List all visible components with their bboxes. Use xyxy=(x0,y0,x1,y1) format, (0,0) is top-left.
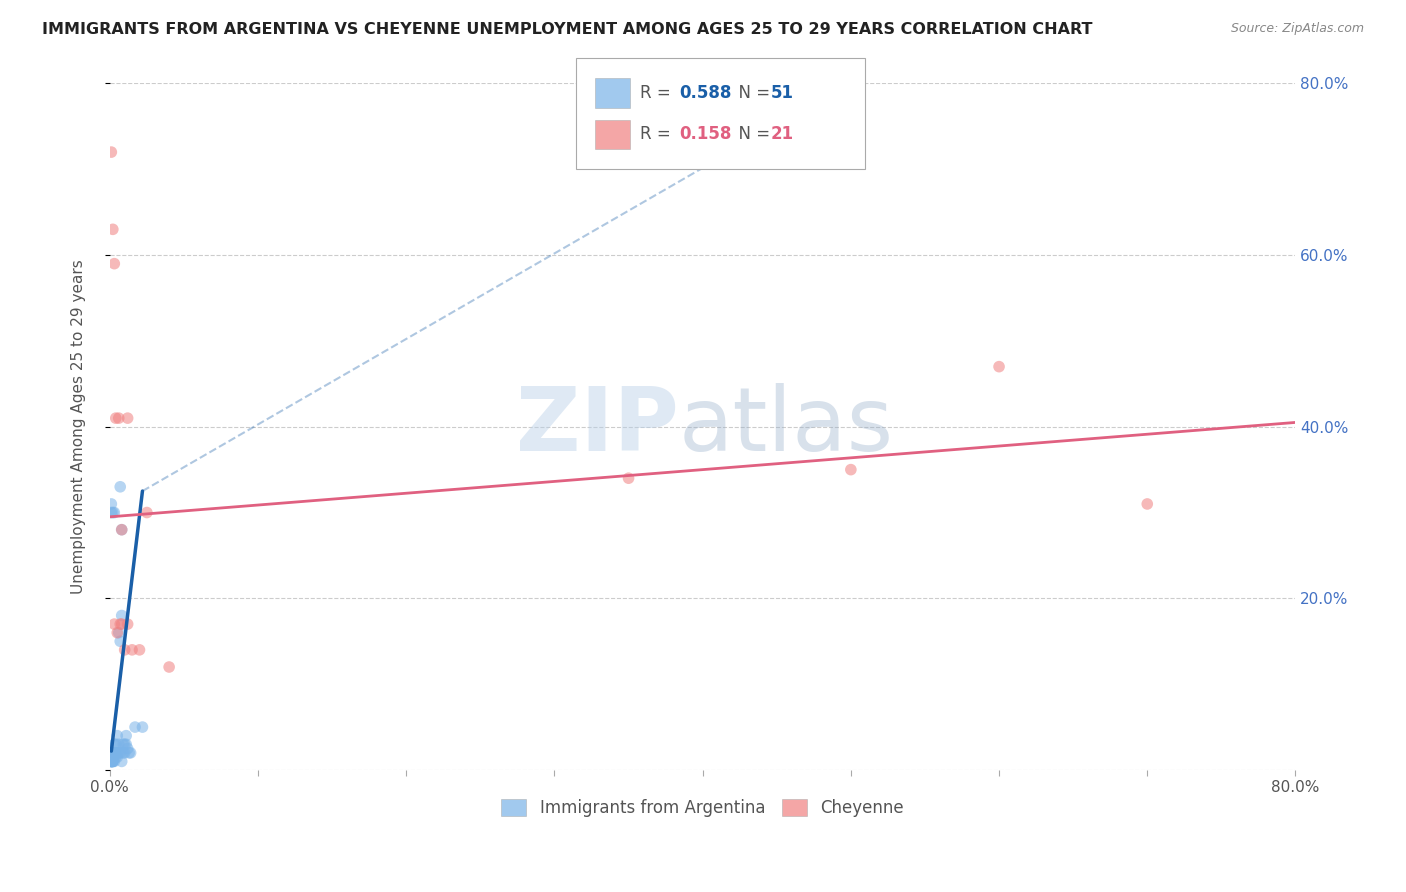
Point xyxy=(111,617,134,632)
Point xyxy=(100,755,122,769)
Point xyxy=(100,145,122,160)
Point xyxy=(103,257,125,271)
Point xyxy=(110,746,132,760)
Text: R =: R = xyxy=(640,84,676,103)
Text: 0.588: 0.588 xyxy=(679,84,731,103)
Point xyxy=(100,497,122,511)
Point xyxy=(131,720,153,734)
Point xyxy=(111,523,134,537)
Point xyxy=(100,750,122,764)
Point xyxy=(114,737,136,751)
Point xyxy=(107,411,129,425)
Point xyxy=(101,750,124,764)
Point xyxy=(100,755,122,769)
Legend: Immigrants from Argentina, Cheyenne: Immigrants from Argentina, Cheyenne xyxy=(495,792,911,823)
Y-axis label: Unemployment Among Ages 25 to 29 years: Unemployment Among Ages 25 to 29 years xyxy=(72,260,86,594)
Point xyxy=(101,755,124,769)
Point xyxy=(100,755,122,769)
Point xyxy=(101,755,124,769)
Point xyxy=(110,480,132,494)
Point xyxy=(115,729,138,743)
Point xyxy=(100,755,122,769)
Point xyxy=(101,222,124,236)
Point xyxy=(118,746,141,760)
Point xyxy=(107,625,129,640)
Text: Source: ZipAtlas.com: Source: ZipAtlas.com xyxy=(1230,22,1364,36)
Text: 21: 21 xyxy=(770,125,793,144)
Point xyxy=(101,750,124,764)
Text: atlas: atlas xyxy=(679,384,894,470)
Text: N =: N = xyxy=(728,84,776,103)
Point xyxy=(121,643,143,657)
Point xyxy=(120,746,142,760)
Point xyxy=(103,746,125,760)
Point xyxy=(103,617,125,632)
Point xyxy=(112,746,135,760)
Point xyxy=(124,720,146,734)
Point xyxy=(105,625,128,640)
Point xyxy=(101,506,124,520)
Point xyxy=(135,506,157,520)
Point xyxy=(103,506,125,520)
Point xyxy=(617,471,640,485)
Point xyxy=(110,634,132,648)
Point xyxy=(988,359,1011,374)
Point xyxy=(839,462,862,476)
Point xyxy=(100,506,122,520)
Point xyxy=(105,729,128,743)
Point xyxy=(107,746,129,760)
Point xyxy=(115,737,138,751)
Point xyxy=(1136,497,1159,511)
Text: 0.158: 0.158 xyxy=(679,125,731,144)
Point xyxy=(104,737,127,751)
Point xyxy=(105,746,128,760)
Point xyxy=(128,643,150,657)
Point xyxy=(112,737,135,751)
Point xyxy=(114,643,136,657)
Point xyxy=(101,755,124,769)
Point xyxy=(117,617,139,632)
Point xyxy=(110,617,132,632)
Point xyxy=(103,750,125,764)
Point xyxy=(117,411,139,425)
Point xyxy=(101,746,124,760)
Text: ZIP: ZIP xyxy=(516,384,679,470)
Point xyxy=(117,741,139,756)
Point xyxy=(111,523,134,537)
Point xyxy=(107,737,129,751)
Point xyxy=(103,737,125,751)
Text: N =: N = xyxy=(728,125,776,144)
Point xyxy=(104,750,127,764)
Point xyxy=(101,755,124,769)
Point xyxy=(114,746,136,760)
Point xyxy=(111,755,134,769)
Point xyxy=(103,755,125,769)
Point xyxy=(111,608,134,623)
Point xyxy=(104,411,127,425)
Point xyxy=(105,750,128,764)
Point xyxy=(104,746,127,760)
Point xyxy=(101,755,124,769)
Point xyxy=(101,750,124,764)
Text: 51: 51 xyxy=(770,84,793,103)
Point xyxy=(100,755,122,769)
Point xyxy=(103,746,125,760)
Text: IMMIGRANTS FROM ARGENTINA VS CHEYENNE UNEMPLOYMENT AMONG AGES 25 TO 29 YEARS COR: IMMIGRANTS FROM ARGENTINA VS CHEYENNE UN… xyxy=(42,22,1092,37)
Point xyxy=(100,755,122,769)
Text: R =: R = xyxy=(640,125,676,144)
Point xyxy=(157,660,180,674)
